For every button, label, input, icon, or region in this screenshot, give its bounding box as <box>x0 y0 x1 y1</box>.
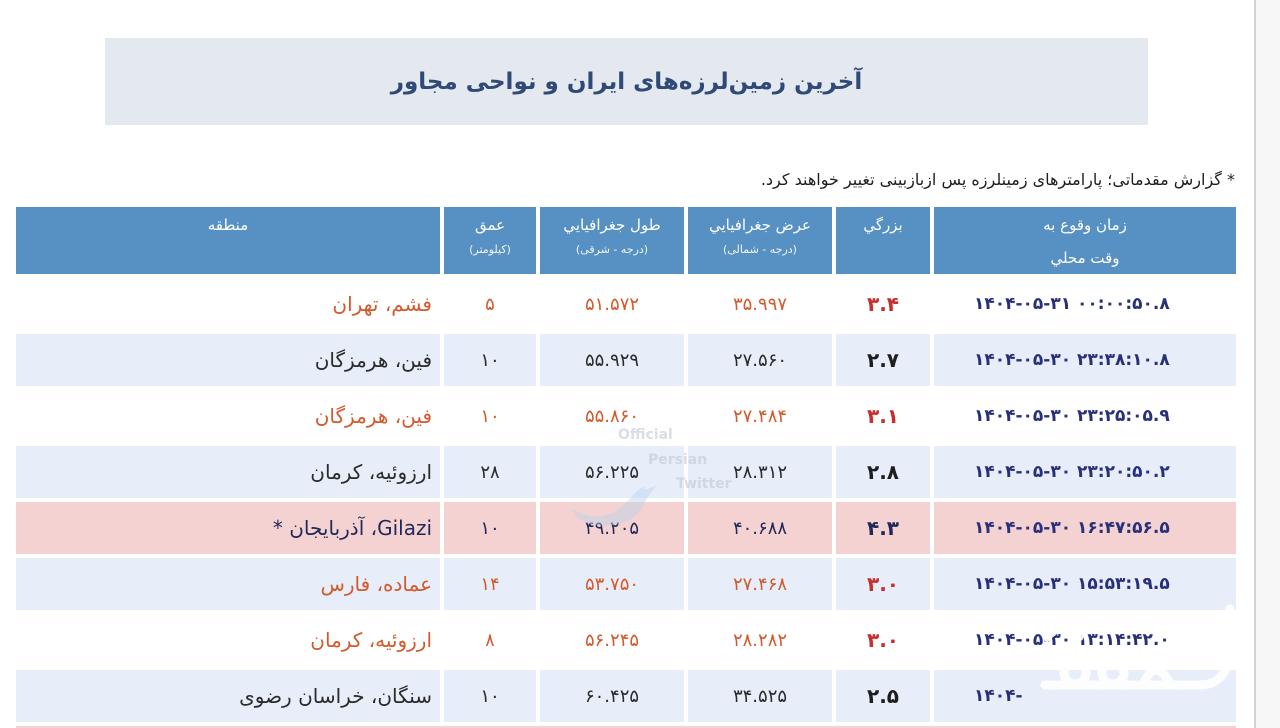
latitude-cell: ۲۸.۳۱۲ <box>688 446 832 498</box>
longitude-cell: ۴۹.۲۰۵ <box>540 502 684 554</box>
magnitude-cell: ۲.۵ <box>836 670 930 722</box>
latitude-cell: ۲۷.۴۶۸ <box>688 558 832 610</box>
time-cell: ۱۴۰۴-۰۵-۳۰ ۱۵:۵۳:۱۹.۵ <box>934 558 1236 610</box>
depth-cell: ۲۸ <box>444 446 536 498</box>
header-longitude-unit: (درجه - شرقی) <box>575 243 649 256</box>
header-latitude-unit: (درجه - شمالی) <box>723 243 797 256</box>
page-edge-area <box>1256 0 1280 728</box>
magnitude-cell: ۳.۱ <box>836 390 930 442</box>
depth-cell: ۱۰ <box>444 334 536 386</box>
time-cell: ۱۴۰۴-۰۵-۳۱ ۰۰:۰۰:۵۰.۸ <box>934 278 1236 330</box>
header-region: منطقه <box>16 207 440 274</box>
region-cell: Gilazi، آذربایجان * <box>16 502 440 554</box>
latitude-cell: ۲۷.۵۶۰ <box>688 334 832 386</box>
depth-cell: ۱۰ <box>444 502 536 554</box>
region-cell: عماده، فارس <box>16 558 440 610</box>
table-row: ۱۴۰۴- ۲.۵ ۳۴.۵۲۵ ۶۰.۴۲۵ ۱۰ سنگان، خراسان… <box>16 670 1236 722</box>
page-title: آخرین زمین‌لرزه‌های ایران و نواحی مجاور <box>390 68 863 95</box>
latitude-cell: ۳۵.۹۹۷ <box>688 278 832 330</box>
longitude-cell: ۵۱.۵۷۲ <box>540 278 684 330</box>
latitude-cell: ۳۴.۵۲۵ <box>688 670 832 722</box>
latitude-cell: ۴۰.۶۸۸ <box>688 502 832 554</box>
region-cell: فشم، تهران <box>16 278 440 330</box>
region-cell: فین، هرمزگان <box>16 390 440 442</box>
region-cell: ارزوئیه، کرمان <box>16 446 440 498</box>
magnitude-cell: ۳.۰ <box>836 614 930 666</box>
header-time: زمان وقوع به وقت محلي <box>934 207 1236 274</box>
header-longitude: طول جغرافيايي (درجه - شرقی) <box>540 207 684 274</box>
time-cell: ۱۴۰۴-۰۵-۳۰ ۲۳:۳۸:۱۰.۸ <box>934 334 1236 386</box>
magnitude-cell: ۴.۳ <box>836 502 930 554</box>
depth-cell: ۸ <box>444 614 536 666</box>
header-region-label: منطقه <box>207 216 249 234</box>
time-cell: ۱۴۰۴-۰۵-۳۰ ۱۳:۱۴:۴۲.۰ <box>934 614 1236 666</box>
table-row: ۱۴۰۴-۰۵-۳۰ ۲۳:۲۵:۰۵.۹ ۳.۱ ۲۷.۴۸۴ ۵۵.۸۶۰ … <box>16 390 1236 442</box>
earthquake-table: زمان وقوع به وقت محلي بزرگي عرض جغرافياي… <box>16 207 1236 722</box>
time-cell: ۱۴۰۴-۰۵-۳۰ ۲۳:۲۰:۵۰.۲ <box>934 446 1236 498</box>
header-magnitude: بزرگي <box>836 207 930 274</box>
latitude-cell: ۲۸.۲۸۲ <box>688 614 832 666</box>
header-latitude: عرض جغرافيايي (درجه - شمالی) <box>688 207 832 274</box>
region-cell: فین، هرمزگان <box>16 334 440 386</box>
longitude-cell: ۵۵.۹۲۹ <box>540 334 684 386</box>
table-row-partial <box>16 726 1236 728</box>
table-header: زمان وقوع به وقت محلي بزرگي عرض جغرافياي… <box>16 207 1236 274</box>
latitude-cell: ۲۷.۴۸۴ <box>688 390 832 442</box>
header-depth-label: عمق <box>474 216 506 234</box>
header-time-line2: وقت محلي <box>1050 249 1120 267</box>
magnitude-cell: ۳.۰ <box>836 558 930 610</box>
time-cell: ۱۴۰۴-۰۵-۳۰ ۲۳:۲۵:۰۵.۹ <box>934 390 1236 442</box>
time-cell: ۱۴۰۴-۰۵-۳۰ ۱۶:۴۷:۵۶.۵ <box>934 502 1236 554</box>
longitude-cell: ۵۶.۲۴۵ <box>540 614 684 666</box>
header-magnitude-label: بزرگي <box>863 216 903 234</box>
magnitude-cell: ۲.۸ <box>836 446 930 498</box>
time-cell: ۱۴۰۴- <box>934 670 1236 722</box>
magnitude-cell: ۲.۷ <box>836 334 930 386</box>
longitude-cell: ۵۵.۸۶۰ <box>540 390 684 442</box>
region-cell: ارزوئیه، کرمان <box>16 614 440 666</box>
depth-cell: ۱۰ <box>444 670 536 722</box>
table-row: ۱۴۰۴-۰۵-۳۰ ۱۵:۵۳:۱۹.۵ ۳.۰ ۲۷.۴۶۸ ۵۳.۷۵۰ … <box>16 558 1236 610</box>
depth-cell: ۵ <box>444 278 536 330</box>
header-longitude-label: طول جغرافيايي <box>563 216 661 234</box>
title-banner: آخرین زمین‌لرزه‌های ایران و نواحی مجاور <box>105 38 1148 125</box>
table-row: ۱۴۰۴-۰۵-۳۰ ۲۳:۳۸:۱۰.۸ ۲.۷ ۲۷.۵۶۰ ۵۵.۹۲۹ … <box>16 334 1236 386</box>
depth-cell: ۱۰ <box>444 390 536 442</box>
table-row: ۱۴۰۴-۰۵-۳۱ ۰۰:۰۰:۵۰.۸ ۳.۴ ۳۵.۹۹۷ ۵۱.۵۷۲ … <box>16 278 1236 330</box>
depth-cell: ۱۴ <box>444 558 536 610</box>
header-latitude-label: عرض جغرافيايي <box>708 216 812 234</box>
table-row: ۱۴۰۴-۰۵-۳۰ ۱۶:۴۷:۵۶.۵ ۴.۳ ۴۰.۶۸۸ ۴۹.۲۰۵ … <box>16 502 1236 554</box>
table-row: ۱۴۰۴-۰۵-۳۰ ۱۳:۱۴:۴۲.۰ ۳.۰ ۲۸.۲۸۲ ۵۶.۲۴۵ … <box>16 614 1236 666</box>
region-cell: سنگان، خراسان رضوی <box>16 670 440 722</box>
header-depth: عمق (کیلومتر) <box>444 207 536 274</box>
page-edge-line <box>1254 0 1256 728</box>
longitude-cell: ۶۰.۴۲۵ <box>540 670 684 722</box>
table-row: ۱۴۰۴-۰۵-۳۰ ۲۳:۲۰:۵۰.۲ ۲.۸ ۲۸.۳۱۲ ۵۶.۲۲۵ … <box>16 446 1236 498</box>
header-time-line1: زمان وقوع به <box>1043 216 1127 234</box>
magnitude-cell: ۳.۴ <box>836 278 930 330</box>
header-depth-unit: (کیلومتر) <box>469 243 511 256</box>
longitude-cell: ۵۳.۷۵۰ <box>540 558 684 610</box>
longitude-cell: ۵۶.۲۲۵ <box>540 446 684 498</box>
preliminary-note: * گزارش مقدماتی؛ پارامترهای زمینلرزه پس … <box>760 170 1235 189</box>
